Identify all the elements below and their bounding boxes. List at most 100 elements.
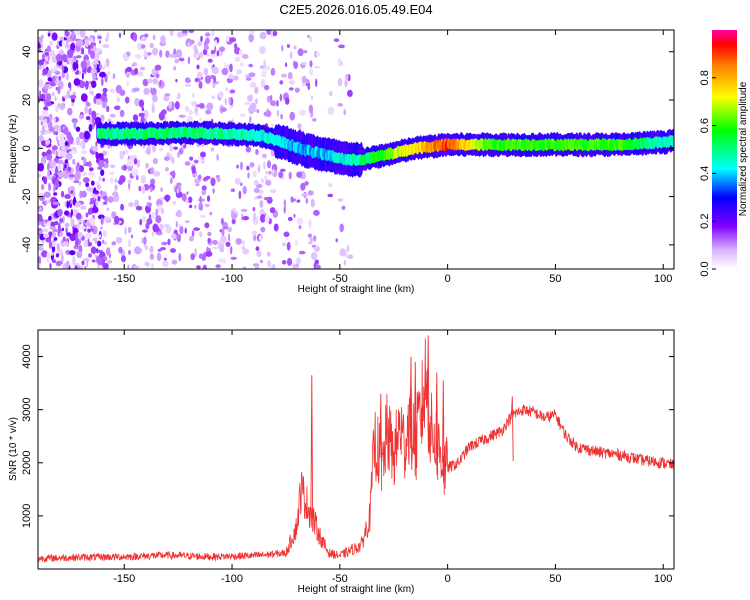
noise-speck: [38, 256, 41, 265]
noise-speck: [259, 31, 267, 40]
noise-speck: [64, 200, 67, 208]
noise-speck: [97, 35, 102, 40]
noise-speck: [38, 59, 45, 66]
noise-speck: [283, 199, 287, 207]
noise-speck: [114, 105, 121, 111]
noise-speck: [99, 64, 103, 70]
noise-speck: [253, 179, 259, 186]
noise-speck: [242, 245, 245, 250]
noise-speck: [308, 67, 314, 76]
noise-speck: [207, 237, 211, 244]
noise-speck: [256, 109, 260, 114]
snr-spike: [435, 372, 439, 480]
noise-speck: [238, 190, 242, 200]
noise-speck: [151, 87, 157, 97]
noise-speck: [248, 72, 256, 78]
noise-speck: [49, 41, 53, 46]
noise-speck: [135, 205, 143, 211]
noise-speck: [314, 264, 321, 269]
noise-speck: [127, 158, 134, 167]
noise-speck: [301, 193, 309, 197]
noise-speck: [186, 191, 189, 195]
noise-speck: [42, 53, 46, 60]
noise-speck: [270, 67, 276, 76]
noise-speck: [218, 51, 224, 57]
noise-speck: [134, 67, 139, 75]
noise-speck: [55, 150, 58, 157]
noise-speck: [210, 147, 215, 152]
noise-speck: [257, 163, 262, 167]
noise-speck: [85, 82, 88, 91]
y-tick-label: 40: [21, 46, 33, 58]
noise-speck: [229, 89, 236, 94]
noise-speck: [213, 75, 217, 84]
noise-speck: [50, 252, 54, 256]
noise-speck: [52, 145, 58, 151]
noise-speck: [86, 186, 94, 192]
noise-speck: [48, 113, 53, 121]
noise-speck: [204, 32, 211, 37]
noise-speck: [59, 80, 64, 90]
noise-speck: [184, 83, 192, 87]
noise-speck: [76, 212, 82, 220]
noise-speck: [63, 126, 69, 135]
noise-speck: [59, 36, 65, 41]
noise-speck: [218, 46, 226, 52]
noise-speck: [105, 216, 111, 220]
noise-speck: [261, 70, 267, 78]
noise-speck: [296, 199, 301, 203]
noise-speck: [64, 159, 69, 164]
noise-speck: [70, 209, 73, 217]
noise-speck: [57, 208, 63, 217]
noise-speck: [287, 216, 293, 222]
noise-speck: [136, 174, 139, 181]
noise-speck: [90, 80, 97, 88]
noise-speck: [65, 38, 73, 43]
noise-speck: [64, 210, 70, 216]
noise-speck: [206, 195, 211, 202]
noise-speck: [39, 192, 43, 197]
noise-speck: [47, 221, 51, 227]
noise-speck: [228, 73, 234, 80]
noise-speck: [126, 66, 132, 72]
noise-speck: [70, 150, 78, 155]
noise-speck: [194, 204, 197, 209]
noise-speck: [206, 102, 214, 111]
noise-speck: [90, 228, 95, 232]
noise-speck: [85, 182, 90, 188]
noise-speck: [59, 133, 65, 141]
snr-spike: [510, 396, 514, 462]
noise-speck: [241, 213, 244, 222]
noise-speck: [216, 176, 221, 183]
y-tick-label: 2000: [21, 451, 33, 475]
noise-speck: [202, 264, 207, 269]
noise-speck: [88, 217, 95, 224]
noise-speck: [65, 249, 71, 255]
noise-speck: [38, 78, 44, 88]
noise-speck: [90, 190, 93, 197]
noise-speck: [55, 136, 59, 142]
noise-speck: [64, 222, 70, 228]
noise-speck: [301, 61, 307, 66]
noise-speck: [204, 222, 210, 229]
noise-speck: [137, 71, 144, 77]
noise-speck: [270, 100, 277, 107]
noise-speck: [176, 182, 182, 187]
noise-speck: [265, 110, 272, 118]
noise-speck: [43, 106, 49, 111]
noise-speck: [266, 160, 272, 169]
noise-speck: [90, 246, 97, 254]
noise-speck: [64, 194, 71, 199]
noise-speck: [205, 109, 212, 115]
colorbar-tick-label: 0.2: [699, 214, 711, 229]
noise-speck: [199, 231, 203, 238]
noise-speck: [38, 173, 42, 178]
noise-speck: [124, 96, 130, 104]
noise-speck: [174, 58, 179, 64]
noise-speck: [48, 182, 51, 191]
noise-speck: [215, 264, 221, 269]
noise-speck: [193, 44, 198, 52]
noise-speck: [150, 186, 153, 193]
noise-speck: [236, 164, 240, 169]
